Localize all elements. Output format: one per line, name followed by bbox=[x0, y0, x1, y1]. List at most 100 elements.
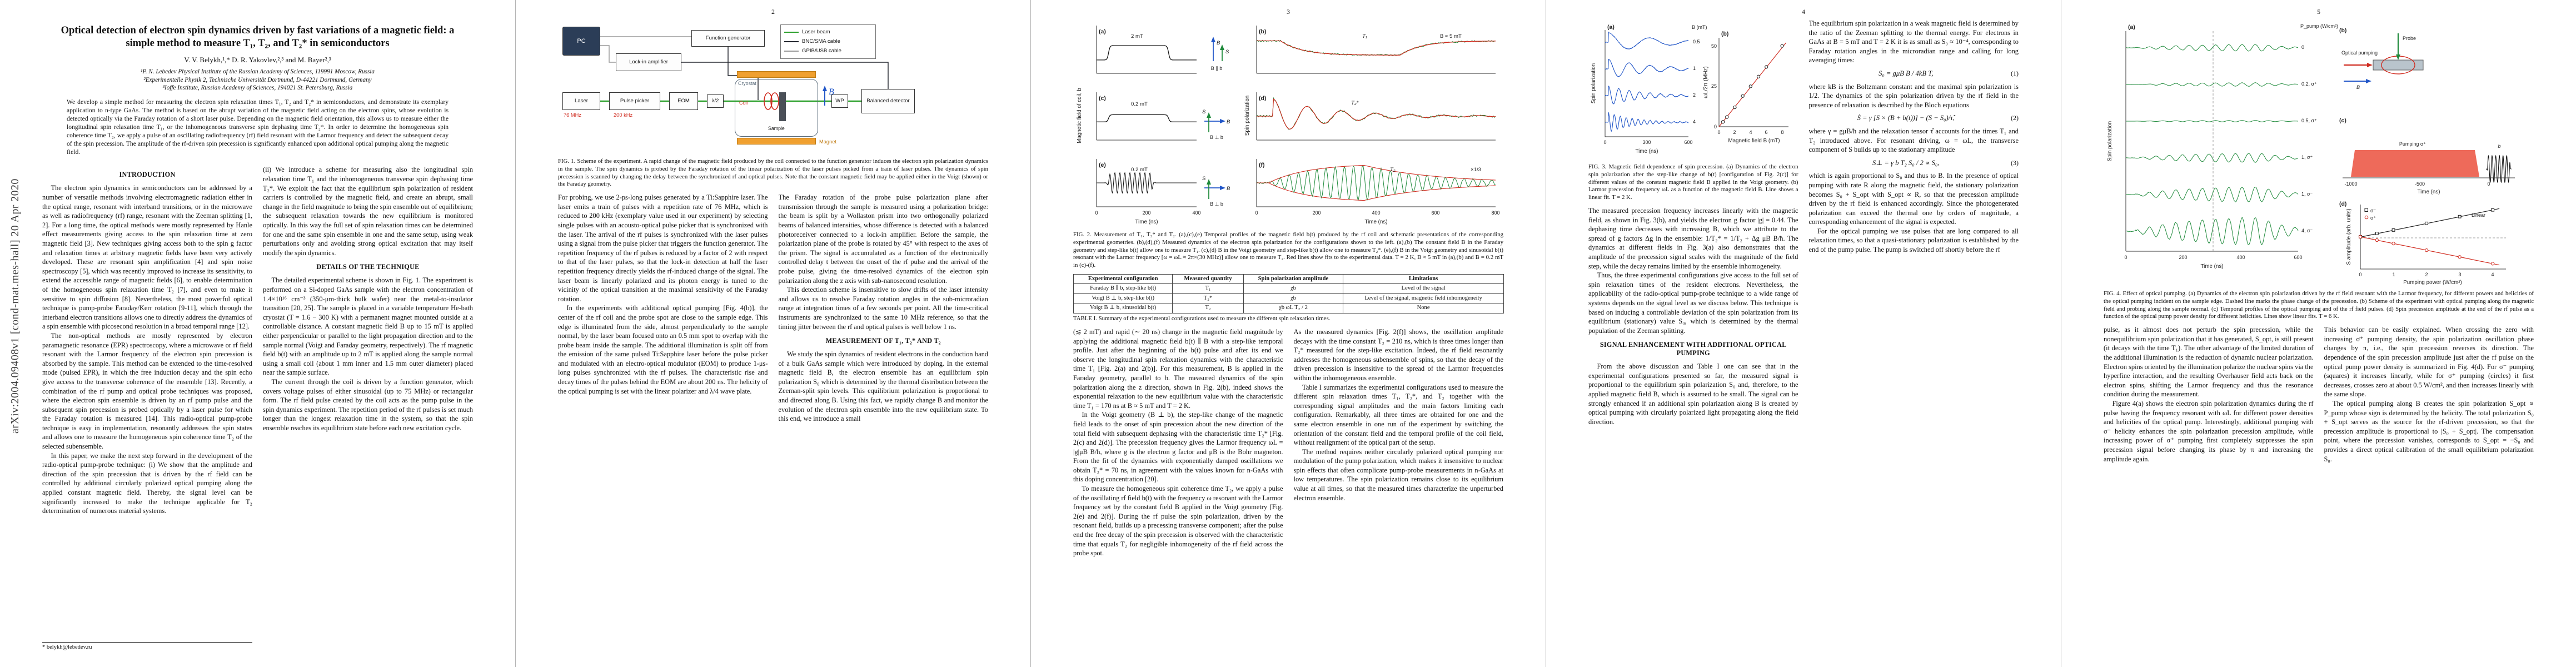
gpib-cable-swatch bbox=[784, 50, 799, 52]
svg-text:0: 0 bbox=[2124, 255, 2127, 260]
abstract: We develop a simple method for measuring… bbox=[67, 98, 449, 156]
paragraph: This behavior can be easily explained. W… bbox=[2324, 326, 2534, 399]
paragraph: The detailed experimental scheme is show… bbox=[263, 276, 473, 377]
legend-circle-marker bbox=[2364, 215, 2369, 220]
fig2-panel-letters: (a) (c) (e) (b) (d) (f) bbox=[1099, 28, 1266, 168]
affiliation-line: ³Ioffe Institute, Russian Academy of Sci… bbox=[162, 84, 353, 92]
svg-text:4, σ⁻: 4, σ⁻ bbox=[2301, 228, 2313, 233]
fig4-ylabel-a: Spin polarization bbox=[2107, 121, 2113, 161]
b-field-label: B bbox=[2356, 84, 2360, 90]
svg-text:B ≈ 5 mT: B ≈ 5 mT bbox=[1440, 33, 1462, 39]
table-header-cell: Spin polarization amplitude bbox=[1243, 273, 1344, 285]
legend-row: GPIB/USB cable bbox=[784, 46, 872, 56]
table-1-caption: TABLE I. Summary of the experimental con… bbox=[1073, 315, 1331, 322]
figure-2-caption: FIG. 2. Measurement of T₁, T₂* and T₂. (… bbox=[1073, 231, 1503, 269]
fig4-panel-d-letter: (d) bbox=[2339, 201, 2346, 207]
table-row: Faraday B ∥ b, step-like b(t) T₁ χb Leve… bbox=[1073, 283, 1504, 294]
svg-text:Time (ns): Time (ns) bbox=[1364, 219, 1387, 225]
table-cell: Voigt B ⊥ b, sinusoidal b(t) bbox=[1073, 303, 1173, 313]
paragraph: The optical pumping along B creates the … bbox=[2324, 399, 2534, 463]
fig3-ylabel-a: Spin polarization bbox=[1591, 63, 1597, 103]
page-number: 2 bbox=[771, 8, 775, 16]
svg-text:800: 800 bbox=[1491, 210, 1499, 216]
fig2-amplitude-labels: 2 mT 0.2 mT 0.2 mT bbox=[1131, 33, 1148, 173]
b-field-arrowhead bbox=[2366, 79, 2371, 83]
eom-box: EOM bbox=[669, 92, 698, 110]
table-header-row: Experimental configuration Measured quan… bbox=[1073, 273, 1504, 285]
paragraph: where γ = gμB/ħ and the relaxation tenso… bbox=[1808, 127, 2019, 154]
svg-text:0: 0 bbox=[2359, 272, 2361, 277]
table-cell: T₁ bbox=[1172, 283, 1244, 294]
cryostat-outline bbox=[735, 79, 818, 137]
fig3-b-ticks: 0 25 50 0 2 4 6 8 Magnetic field B (mT) bbox=[1711, 43, 1784, 144]
fig3-trace-1 bbox=[1605, 31, 1689, 50]
svg-text:600: 600 bbox=[2294, 255, 2302, 260]
paragraph: pulse, as it almost does not perturb the… bbox=[2104, 326, 2314, 399]
fig3-panel-b-letter: (b) bbox=[1721, 31, 1728, 37]
svg-text:3: 3 bbox=[2458, 272, 2461, 277]
equation-2: Ṡ = γ [S × (B + b(t))] − (S − S₀)/τ̂, (2… bbox=[1809, 113, 2019, 123]
page-5: 5 (a) P_pump (W/cm²) 0 0.2, σ⁺ 0.5, σ⁺ bbox=[2061, 0, 2576, 667]
svg-text:(d): (d) bbox=[1259, 95, 1266, 102]
svg-text:2: 2 bbox=[2425, 272, 2428, 277]
page-1: arXiv:2004.09408v1 [cond-mat.mes-hall] 2… bbox=[0, 0, 515, 667]
fig4-d-ticks: 0 1 2 3 4 Pumping power (W/cm²) bbox=[2359, 272, 2494, 286]
svg-text:(f): (f) bbox=[1259, 162, 1265, 168]
svg-text:0: 0 bbox=[1095, 210, 1098, 216]
figure-3-caption: FIG. 3. Magnetic field dependence of spi… bbox=[1588, 163, 1798, 201]
wollaston-prism: WP bbox=[831, 94, 848, 108]
paragraph: (≲ 2 mT) and rapid (∼ 20 ns) change in t… bbox=[1073, 327, 1283, 410]
svg-text:0: 0 bbox=[2487, 181, 2490, 187]
pump-pulse-envelope bbox=[2351, 150, 2479, 177]
paragraph: This detection scheme is insensitive to … bbox=[778, 286, 989, 331]
svg-text:B ⊥ b: B ⊥ b bbox=[1210, 135, 1223, 140]
svg-text:1: 1 bbox=[1693, 66, 1696, 71]
equation-number: (1) bbox=[2011, 69, 2019, 77]
svg-text:300: 300 bbox=[1642, 140, 1651, 145]
svg-text:(c): (c) bbox=[1099, 95, 1106, 102]
svg-text:600: 600 bbox=[1431, 210, 1439, 216]
column-left: pulse, as it almost does not perturb the… bbox=[2104, 325, 2314, 636]
table-1: Experimental configuration Measured quan… bbox=[1073, 273, 1504, 313]
figure-legend: Laser beam BNC/SMA cable GPIB/USB cable bbox=[780, 24, 876, 59]
fig2-right-axes bbox=[1256, 26, 1496, 207]
equation-3: S⊥ = γ b T₂ S₀ / 2 ∝ S₀, (3) bbox=[1809, 158, 2019, 168]
coil-label: Coil bbox=[739, 100, 748, 106]
section-heading-enhancement: SIGNAL ENHANCEMENT WITH ADDITIONAL OPTIC… bbox=[1600, 341, 1787, 357]
two-column-body: (a) B (mT) 0.5 1 2 4 0 300 600 Time bbox=[1588, 19, 2019, 644]
fig2-geometry-voigt-1: B S B ⊥ b bbox=[1202, 109, 1230, 140]
table-row: Voigt B ⊥ b, step-like b(t) T₂* χb Level… bbox=[1073, 293, 1504, 304]
fig3-a-ticks: 0 300 600 Time (ns) bbox=[1603, 140, 1692, 155]
svg-text:T₁: T₁ bbox=[1362, 33, 1367, 39]
lockin-amplifier-box: Lock-in amplifier bbox=[616, 53, 681, 71]
svg-text:B: B bbox=[1227, 186, 1230, 192]
page-2: 2 B PC bbox=[515, 0, 1030, 667]
fig2-panel-c-curve bbox=[1097, 114, 1197, 122]
arxiv-watermark: arXiv:2004.09408v1 [cond-mat.mes-hall] 2… bbox=[9, 178, 21, 434]
affiliations: ¹P. N. Lebedev Physical Institute of the… bbox=[42, 68, 473, 92]
fig2-panel-b-traces bbox=[1256, 39, 1496, 57]
fig4-trace-0 bbox=[2126, 44, 2299, 52]
fig4-power-labels: P_pump (W/cm²) 0 0.2, σ⁺ 0.5, σ⁺ 1, σ⁺ 1… bbox=[2300, 23, 2338, 233]
probe-arrowhead bbox=[2396, 54, 2400, 60]
paragraph: Thus, the three experimental configurati… bbox=[1588, 271, 1798, 335]
svg-text:-500: -500 bbox=[2415, 181, 2425, 187]
two-column-body: (≲ 2 mT) and rapid (∼ 20 ns) change in t… bbox=[1073, 327, 1503, 636]
two-column-body: pulse, as it almost does not perturb the… bbox=[2104, 325, 2534, 636]
paragraph: The measured precession frequency increa… bbox=[1588, 206, 1798, 270]
bnc-cable bbox=[681, 62, 889, 89]
svg-text:0.2, σ⁺: 0.2, σ⁺ bbox=[2301, 81, 2317, 87]
optical-pumping-label: Optical pumping bbox=[2341, 50, 2378, 56]
table-cell: Voigt B ⊥ b, step-like b(t) bbox=[1073, 293, 1173, 304]
equation-body: S⊥ = γ b T₂ S₀ / 2 ∝ S₀, bbox=[1872, 158, 1940, 167]
figure-2: (a) (c) (e) (b) (d) (f) 2 mT 0.2 mT 0.2 … bbox=[1073, 21, 1503, 270]
fig2-ylabel-right: Spin polarization bbox=[1244, 96, 1250, 136]
svg-text:S: S bbox=[1225, 49, 1229, 55]
fig4-c-ticks: -1000 -500 0 Time (ns) bbox=[2344, 181, 2490, 195]
svg-text:0.2 mT: 0.2 mT bbox=[1131, 167, 1148, 173]
paragraph: where kB is the Boltzmann constant and t… bbox=[1808, 82, 2019, 109]
paragraph: For the optical pumping we use pulses th… bbox=[1808, 227, 2019, 254]
authors-line: V. V. Belykh,¹,* D. R. Yakovlev,²,³ and … bbox=[184, 56, 331, 64]
svg-text:Magnetic field B (mT): Magnetic field B (mT) bbox=[1728, 138, 1780, 144]
fig4-panel-a-letter: (a) bbox=[2128, 24, 2135, 31]
